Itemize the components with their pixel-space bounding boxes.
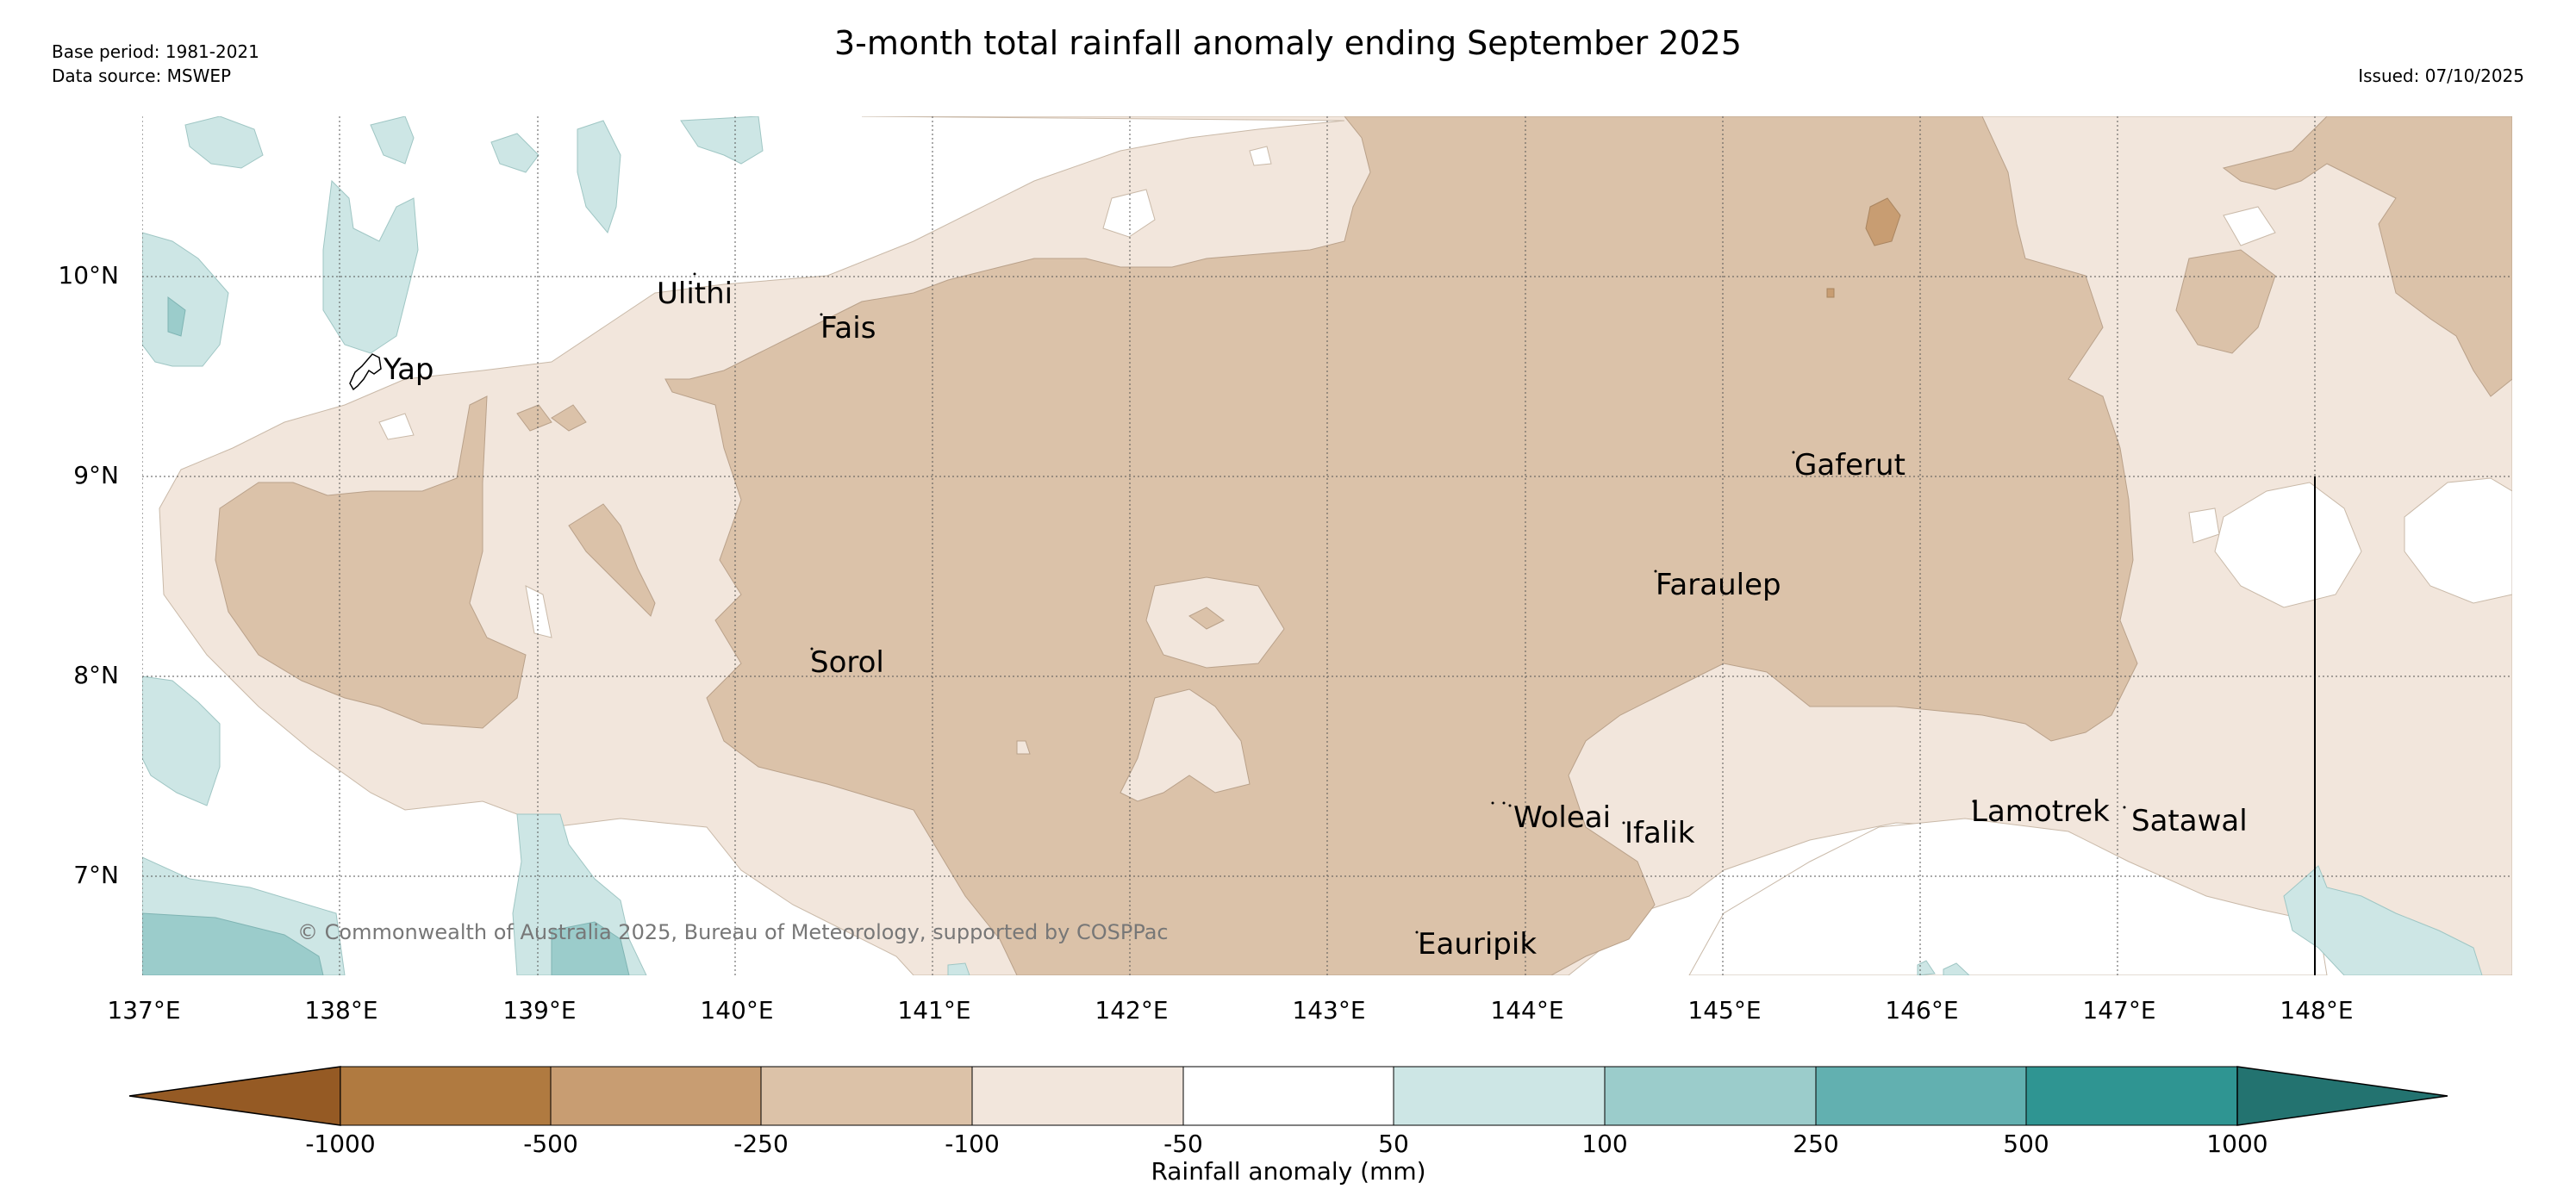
colorbar-segment: [1604, 1066, 1817, 1126]
colorbar-segment: [1393, 1066, 1606, 1126]
data-source-note: Data source: MSWEP: [52, 65, 232, 86]
lon-label-147e: 147°E: [2082, 996, 2155, 1024]
place-label-eauripik: Eauripik: [1418, 927, 1537, 962]
colorbar-tick: -100: [945, 1130, 1000, 1158]
colorbar-segment: [340, 1066, 552, 1126]
lon-label-141e: 141°E: [897, 996, 970, 1024]
lon-label-145e: 145°E: [1687, 996, 1761, 1024]
place-label-lamotrek: Lamotrek: [1971, 794, 2110, 829]
colorbar-legend: -1000 -500 -250 -100 -50 50 100 250 500 …: [128, 1066, 2448, 1186]
colorbar-segment: [550, 1066, 762, 1126]
lon-label-146e: 146°E: [1885, 996, 1958, 1024]
colorbar-extend-low: [128, 1066, 341, 1126]
place-label-gaferut: Gaferut: [1794, 448, 1905, 482]
latitude-labels: 10°N 9°N 8°N 7°N: [58, 261, 119, 889]
colorbar-label: Rainfall anomaly (mm): [1151, 1157, 1425, 1186]
map-title: 3-month total rainfall anomaly ending Se…: [834, 24, 1742, 62]
place-label-yap: Yap: [383, 352, 434, 387]
place-label-ulithi: Ulithi: [657, 277, 733, 311]
lon-label-137e: 137°E: [107, 996, 180, 1024]
yap-island-outline: [349, 353, 382, 391]
lat-label-7n: 7°N: [73, 861, 119, 889]
lon-label-143e: 143°E: [1292, 996, 1365, 1024]
place-labels: Yap Ulithi Fais Gaferut Faraulep Sorol W…: [383, 277, 2248, 962]
lon-label-138e: 138°E: [304, 996, 377, 1024]
colorbar-segment: [760, 1066, 973, 1126]
place-label-woleai: Woleai: [1513, 800, 1611, 835]
lon-label-148e: 148°E: [2280, 996, 2353, 1024]
colorbar-segment: [1182, 1066, 1394, 1126]
colorbar-extend-high: [2236, 1066, 2448, 1126]
colorbar-tick: -1000: [305, 1130, 375, 1158]
colorbar-tick: 50: [1378, 1130, 1409, 1158]
lat-label-9n: 9°N: [73, 461, 119, 489]
lon-label-142e: 142°E: [1095, 996, 1168, 1024]
colorbar-segment: [1815, 1066, 2027, 1126]
map-panel: [142, 116, 2512, 975]
place-label-sorol: Sorol: [810, 645, 884, 680]
base-period-note: Base period: 1981-2021: [52, 41, 259, 62]
colorbar-tick: -250: [733, 1130, 789, 1158]
lat-label-10n: 10°N: [58, 261, 119, 289]
copyright-notice: © Commonwealth of Australia 2025, Bureau…: [297, 920, 1169, 944]
lon-label-140e: 140°E: [700, 996, 773, 1024]
island-markers: [693, 272, 2126, 934]
longitude-labels: 137°E 138°E 139°E 140°E 141°E 142°E 143°…: [107, 996, 2353, 1024]
place-label-faraulep: Faraulep: [1656, 568, 1781, 602]
issued-date: Issued: 07/10/2025: [2358, 65, 2524, 86]
colorbar-segment: [971, 1066, 1184, 1126]
place-label-fais: Fais: [820, 311, 876, 345]
colorbar-segment: [2025, 1066, 2238, 1126]
colorbar-tick: 1000: [2206, 1130, 2267, 1158]
place-label-satawal: Satawal: [2131, 804, 2248, 838]
colorbar-tick: -500: [523, 1130, 578, 1158]
place-label-ifalik: Ifalik: [1625, 816, 1695, 850]
colorbar-tick: 500: [2003, 1130, 2049, 1158]
lon-label-144e: 144°E: [1490, 996, 1563, 1024]
colorbar-tick: 250: [1793, 1130, 1838, 1158]
map-gridlines: [142, 116, 2512, 975]
lat-label-8n: 8°N: [73, 661, 119, 689]
colorbar-tick: 100: [1581, 1130, 1627, 1158]
lon-label-139e: 139°E: [502, 996, 576, 1024]
colorbar-tick: -50: [1163, 1130, 1203, 1158]
anomaly-region-minus100: [664, 116, 2138, 975]
